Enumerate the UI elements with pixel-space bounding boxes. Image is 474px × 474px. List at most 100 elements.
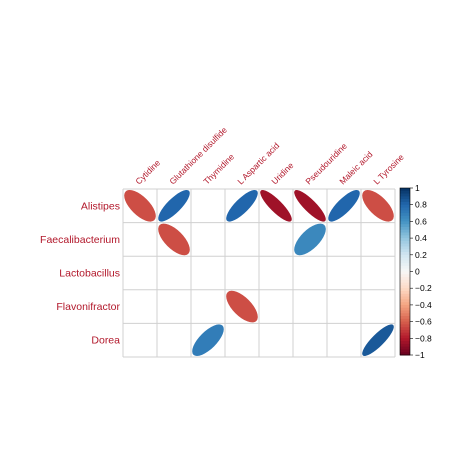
column-label: Glutathione disulfide bbox=[167, 125, 229, 187]
correlation-ellipse bbox=[124, 189, 156, 222]
colorbar-segment bbox=[400, 329, 410, 334]
colorbar-segment bbox=[400, 299, 410, 303]
colorbar-segment bbox=[400, 304, 410, 309]
colorbar-segment bbox=[400, 243, 410, 247]
row-label: Faecalibacterium bbox=[40, 234, 120, 246]
colorbar-tick-label: −1 bbox=[415, 350, 425, 360]
colorbar-segment bbox=[400, 238, 410, 242]
colorbar-segment bbox=[400, 254, 410, 259]
colorbar-segment bbox=[400, 352, 410, 356]
colorbar-segment bbox=[400, 296, 410, 300]
column-label: Uridine bbox=[269, 160, 295, 186]
correlation-ellipse bbox=[226, 189, 258, 222]
colorbar-segment bbox=[400, 226, 410, 231]
correlation-ellipse bbox=[294, 190, 326, 222]
column-label: Maleic acid bbox=[337, 149, 374, 186]
colorbar-segment bbox=[400, 293, 410, 298]
colorbar-segment bbox=[400, 252, 410, 256]
colorbar-segment bbox=[400, 271, 410, 275]
colorbar-segment bbox=[400, 327, 410, 331]
colorbar-tick-label: −0.8 bbox=[415, 333, 432, 343]
correlation-ellipse bbox=[328, 189, 360, 222]
colorbar-segment bbox=[400, 288, 410, 292]
colorbar-segment bbox=[400, 257, 410, 261]
colorbar-segment bbox=[400, 346, 410, 350]
colorbar-segment bbox=[400, 290, 410, 295]
colorbar-segment bbox=[400, 274, 410, 278]
column-label: L Tyrosine bbox=[371, 152, 406, 187]
colorbar-segment bbox=[400, 249, 410, 253]
colorbar-segment bbox=[400, 210, 410, 214]
correlation-ellipse bbox=[362, 324, 394, 356]
colorbar-segment bbox=[400, 235, 410, 239]
colorbar-tick-label: −0.6 bbox=[415, 317, 432, 327]
colorbar-segment bbox=[400, 321, 410, 325]
correlation-ellipse bbox=[158, 223, 190, 256]
colorbar-tick-label: −0.4 bbox=[415, 300, 432, 310]
colorbar-segment bbox=[400, 335, 410, 339]
colorbar-segment bbox=[400, 324, 410, 328]
colorbar-segment bbox=[400, 240, 410, 245]
colorbar-segment bbox=[400, 260, 410, 264]
colorbar-segment bbox=[400, 221, 410, 225]
colorbar-segment bbox=[400, 263, 410, 267]
column-label: Cytidine bbox=[133, 157, 162, 186]
correlation-ellipse bbox=[362, 189, 394, 222]
row-label: Alistipes bbox=[81, 200, 120, 212]
colorbar-tick-label: 0.2 bbox=[415, 250, 427, 260]
colorbar-segment bbox=[400, 190, 410, 195]
colorbar-segment bbox=[400, 232, 410, 236]
colorbar-segment bbox=[400, 207, 410, 211]
colorbar-segment bbox=[400, 310, 410, 314]
row-label: Flavonifractor bbox=[56, 301, 120, 313]
colorbar-tick-label: −0.2 bbox=[415, 283, 432, 293]
colorbar-segment bbox=[400, 332, 410, 337]
grid bbox=[122, 188, 396, 358]
colorbar-segment bbox=[400, 268, 410, 272]
colorbar-segment bbox=[400, 313, 410, 317]
colorbar-segment bbox=[400, 218, 410, 222]
colorbar-segment bbox=[400, 302, 410, 306]
correlation-ellipse bbox=[158, 189, 190, 222]
colorbar-segment bbox=[400, 349, 410, 353]
colorbar-segment bbox=[400, 279, 410, 284]
colorbar-segment bbox=[400, 193, 410, 197]
colorbar-tick-label: 1 bbox=[415, 183, 420, 193]
correlation-ellipse bbox=[260, 190, 292, 222]
colorbar-tick-label: 0 bbox=[415, 267, 420, 277]
colorbar-segment bbox=[400, 215, 410, 220]
colorbar-segment bbox=[400, 265, 410, 270]
correlation-ellipses bbox=[124, 189, 394, 356]
colorbar-legend: 1 0.8 0.6 0.4 0.2 0 −0.2 −0.4 −0.6 −0.8 −1 bbox=[399, 183, 432, 360]
correlation-ellipse bbox=[226, 290, 258, 323]
colorbar-segment bbox=[400, 224, 410, 228]
colorbar-segment bbox=[400, 229, 410, 234]
colorbar-segment bbox=[400, 246, 410, 250]
colorbar-segment bbox=[400, 204, 410, 208]
colorbar-segment bbox=[400, 318, 410, 323]
colorbar-segment bbox=[400, 343, 410, 348]
colorbar-segment bbox=[400, 282, 410, 286]
colorbar-tick-label: 0.4 bbox=[415, 233, 427, 243]
row-label: Lactobacillus bbox=[59, 268, 120, 280]
colorbar-segment bbox=[400, 196, 410, 200]
colorbar-segment bbox=[400, 285, 410, 289]
colorbar-segment bbox=[400, 199, 410, 203]
colorbar-tick-label: 0.6 bbox=[415, 216, 427, 226]
colorbar-segment bbox=[400, 316, 410, 320]
colorbar-segment bbox=[400, 338, 410, 342]
correlation-ellipse bbox=[192, 324, 224, 356]
colorbar-segment bbox=[400, 201, 410, 206]
colorbar-segment bbox=[400, 307, 410, 311]
column-label: Thymidine bbox=[201, 151, 236, 186]
row-labels: Alistipes Faecalibacterium Lactobacillus Fl… bbox=[40, 200, 120, 346]
colorbar-segment bbox=[400, 277, 410, 281]
colorbar-segment bbox=[400, 213, 410, 217]
colorbar-segment bbox=[400, 341, 410, 345]
row-label: Dorea bbox=[91, 335, 120, 347]
colorbar-segment bbox=[400, 188, 410, 192]
colorbar-tick-label: 0.8 bbox=[415, 200, 427, 210]
correlation-ellipse bbox=[294, 223, 326, 256]
